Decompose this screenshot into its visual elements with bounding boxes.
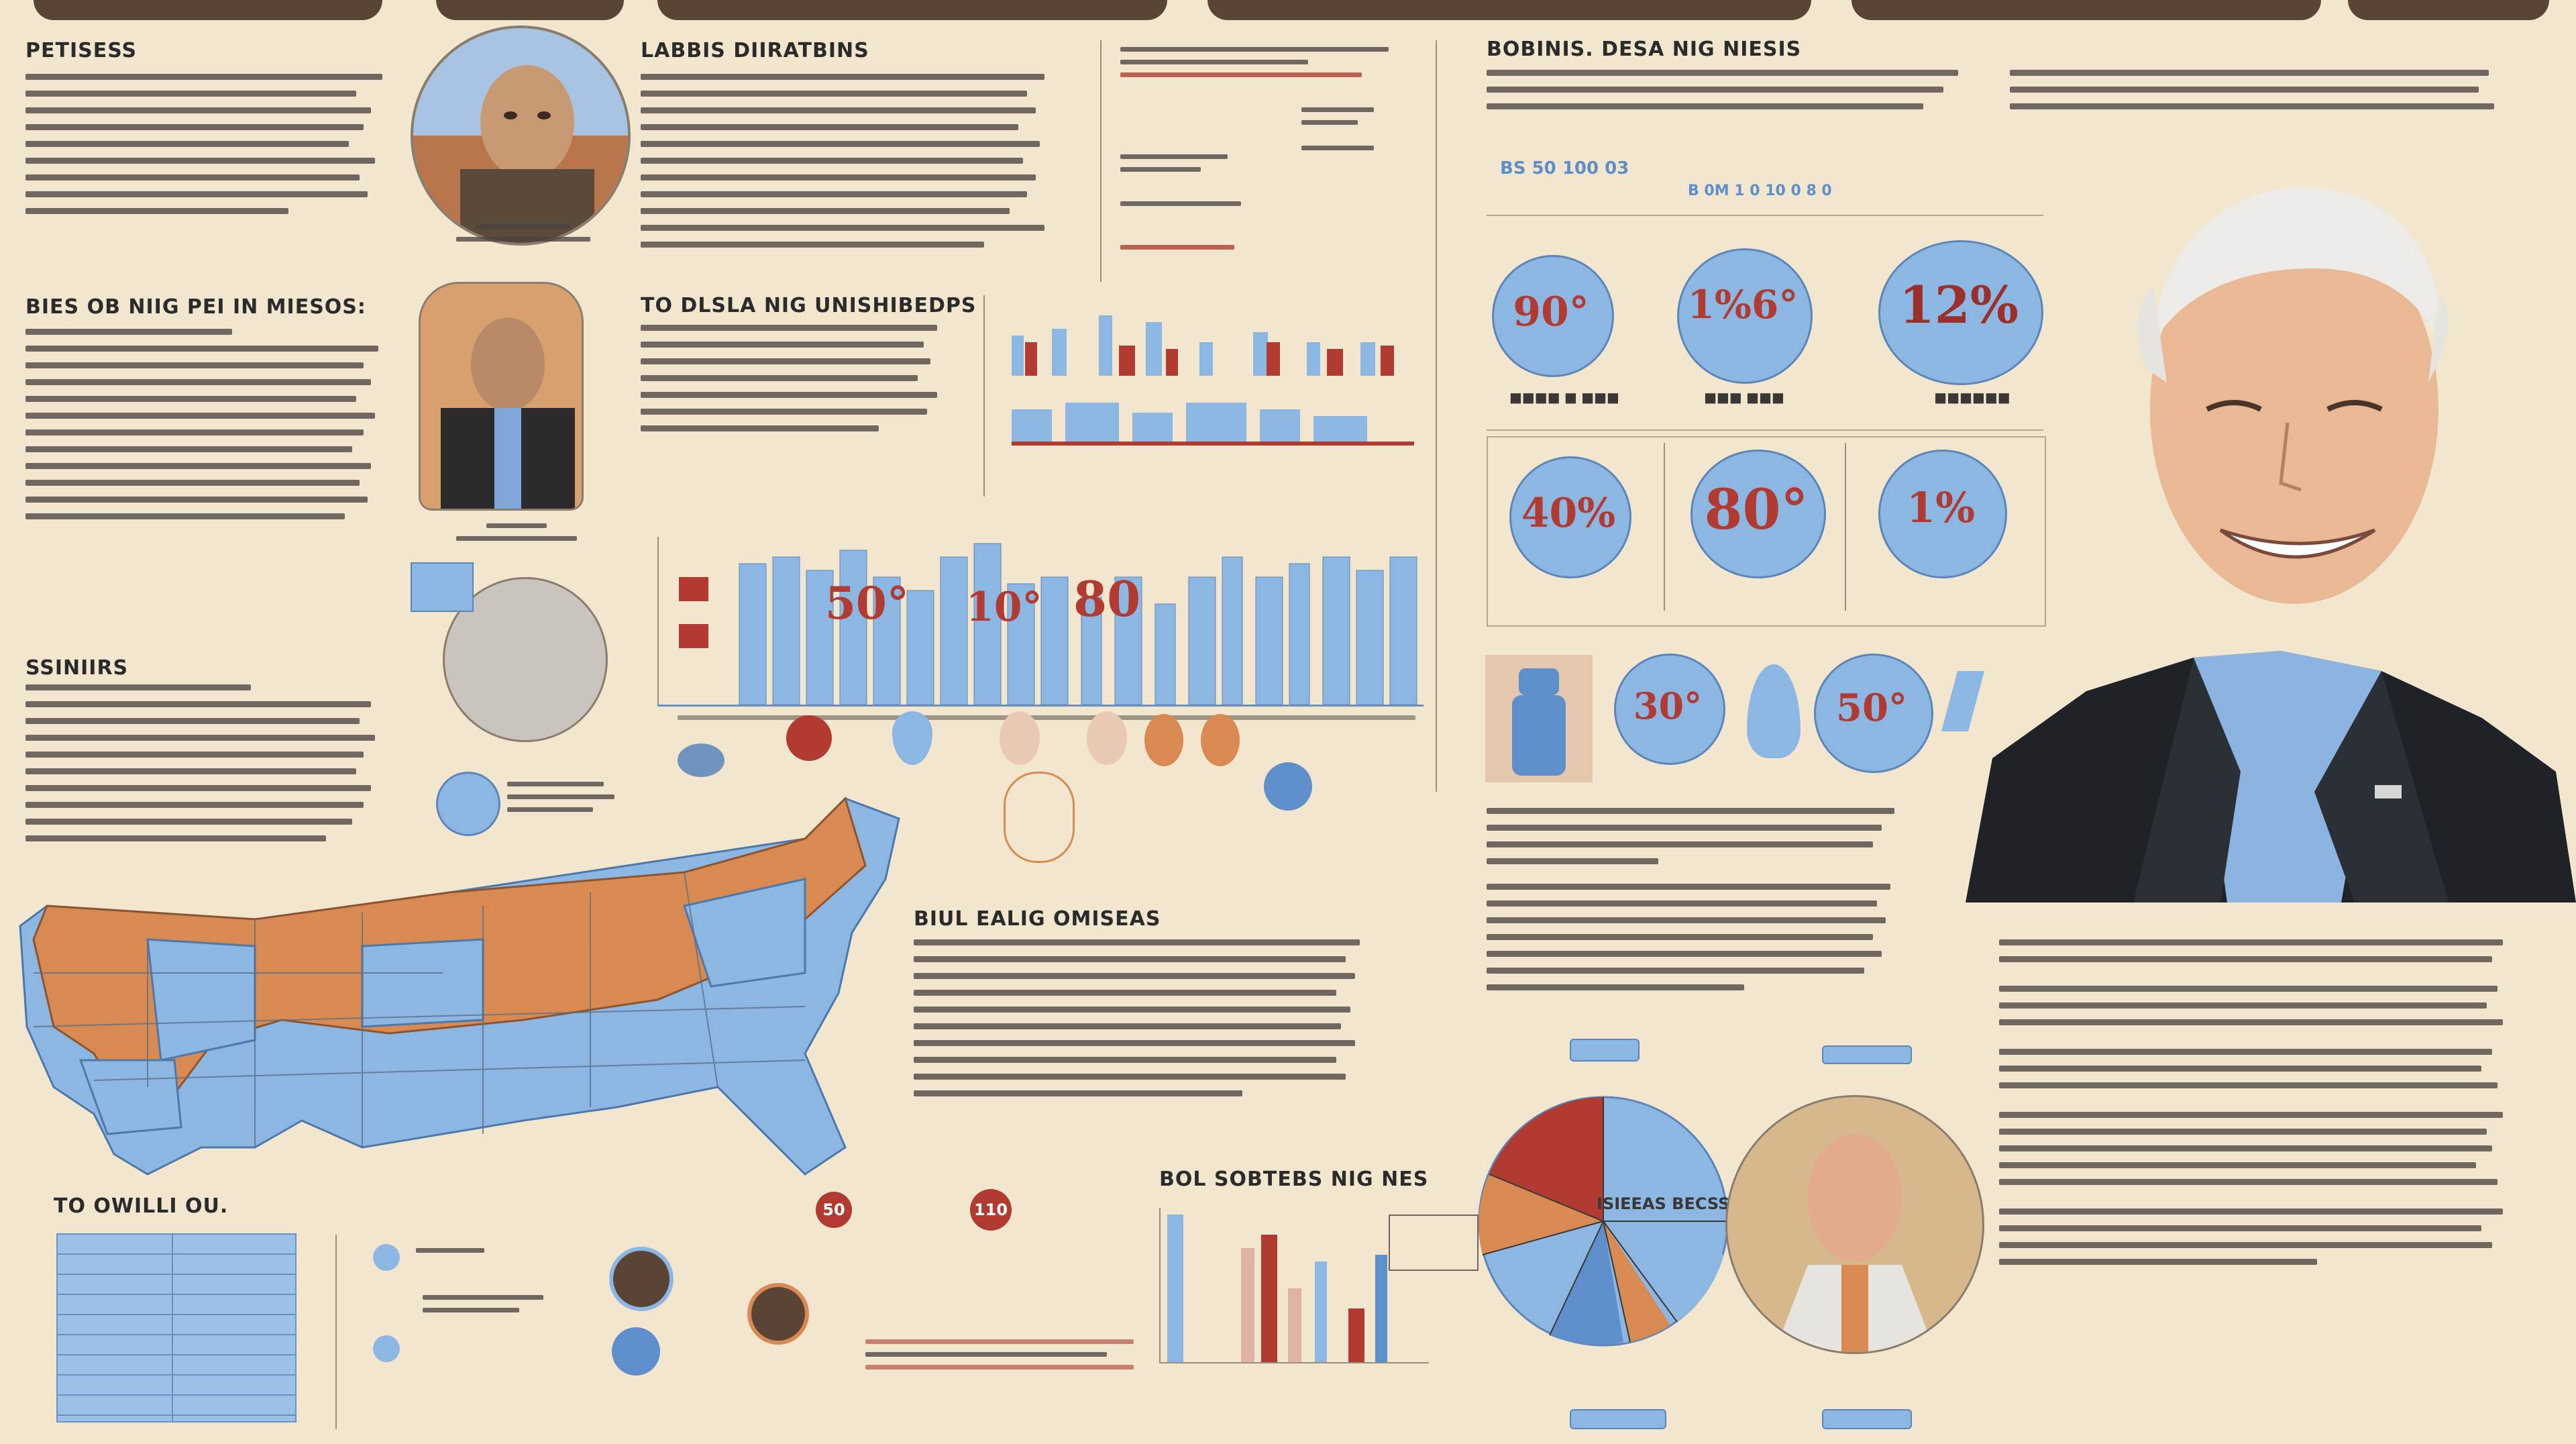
blue-medallion [612, 1327, 660, 1376]
stat-bubble-left [436, 772, 500, 836]
table-caption-2 [423, 1295, 543, 1321]
stat-bubble-8 [1814, 654, 1933, 773]
dark-medallion-2 [747, 1283, 809, 1345]
title-banner-2 [436, 0, 624, 20]
mini-bar-chart [983, 295, 1441, 497]
section-heading-lower-left: SSINIIRS [25, 656, 129, 680]
stat-bubble-5 [1690, 450, 1826, 578]
section-heading-bottom-left: TO OWILLI OU. [54, 1194, 229, 1218]
stat-value-3: 12% [1899, 275, 2019, 335]
stat-label-2: ■■■ ■■■ [1704, 389, 1784, 405]
portrait-medallion-1 [411, 25, 631, 246]
section-heading-top-center: LABBIS DIIRATBINS [641, 39, 869, 62]
bottle-icon [1485, 655, 1593, 782]
pie-callout-box [1389, 1215, 1479, 1271]
icon-blue-circle [1264, 762, 1312, 811]
table-dot-1 [373, 1244, 400, 1271]
pie-label-pill-2 [1822, 1045, 1912, 1064]
stat-bubble-7 [1614, 654, 1725, 765]
section-heading-top-right: BOBINIS. DESA NIG NIESIS [1487, 38, 1802, 61]
caption-medallion-1 [456, 224, 590, 250]
stat-label-3: ■■■■■■ [1934, 389, 2010, 405]
balloon-icon-4 [1144, 714, 1183, 766]
caption-bubble-left [507, 782, 614, 820]
section-heading-top-left: PETISESS [25, 39, 138, 62]
stat-bubble-4 [1509, 456, 1631, 578]
column-icon [411, 562, 474, 612]
bottom-bar-chart [1159, 1208, 1429, 1363]
legend-item-4 [1301, 107, 1382, 158]
stat-bubble-6 [1878, 450, 2007, 578]
stat-captions-bottom [865, 1339, 1134, 1378]
balloon-icon-2 [1000, 711, 1040, 765]
center-stat-b: 10° [966, 584, 1042, 631]
center-stat-a: 50° [825, 577, 909, 629]
stat-label-1: ■■■■ ■ ■■■ [1509, 389, 1619, 405]
text-block-center-mid [641, 325, 963, 442]
pie-caption: ISIEEAS BECSSS [1597, 1194, 1741, 1213]
stat-bubble-1 [1492, 255, 1614, 377]
title-banner-6 [2348, 0, 2549, 20]
table-dot-2 [373, 1335, 400, 1362]
stat-grid-row-2 [1487, 436, 2046, 627]
stat-value-6: 1% [1906, 483, 1976, 532]
chart-axis-labels [678, 715, 1415, 728]
stat-bubble-3 [1878, 240, 2043, 385]
stat-value-1: 90° [1513, 289, 1589, 336]
center-stat-c: 80 [1073, 570, 1141, 627]
legend-item-3 [1120, 245, 1254, 258]
section-heading-center-low: BIUL EALIG OMISEAS [914, 907, 1161, 931]
legend-block-top [1120, 47, 1389, 85]
stat-value-2: 1%6° [1687, 282, 1799, 327]
section-heading-center-mid: TO DLSLA NIG UNISHIBEDPS [641, 294, 977, 317]
title-banner-5 [1851, 0, 2321, 20]
pie-label-pill-3 [1570, 1409, 1666, 1429]
pie-label-pill-1 [1570, 1039, 1640, 1062]
portrait-frame-2 [419, 282, 584, 511]
text-block-top-center [641, 74, 1070, 258]
dark-medallion [609, 1247, 674, 1311]
text-block-top-right [1487, 70, 1983, 120]
red-stat-badge-a: 50 [816, 1192, 852, 1228]
table-caption-1 [416, 1248, 530, 1261]
title-banner-3 [657, 0, 1167, 20]
us-map [19, 796, 900, 1176]
title-banner-4 [1208, 0, 1811, 20]
text-block-mid-left [25, 329, 401, 530]
data-table [56, 1233, 297, 1423]
section-heading-mid-left: BIES OB NIIG PEI IN MIESOS: [25, 295, 366, 319]
icon-blue-oval [678, 743, 724, 777]
balloon-icon-1 [892, 711, 932, 765]
text-block-lower-left [25, 684, 401, 852]
balloon-icon-5 [1201, 714, 1240, 766]
capsule-outline [1004, 772, 1075, 863]
icon-red-circle [786, 715, 832, 761]
stat-bubble-2 [1677, 248, 1813, 384]
drop-icon [1747, 664, 1801, 758]
section-heading-bottom-center: BOL SOBTEBS NIG NES [1159, 1168, 1429, 1191]
title-banner-1 [34, 0, 382, 20]
legend-item-2 [1120, 201, 1254, 214]
text-block-top-far-right [2010, 70, 2520, 120]
pie-chart [1478, 1096, 1729, 1347]
text-block-right-lower [1999, 939, 2529, 1276]
text-block-center-low [914, 939, 1383, 1107]
stat-value-7: 30° [1633, 684, 1703, 727]
legend-item-1 [1120, 154, 1254, 180]
portrait-main [1966, 168, 2576, 902]
portrait-medallion-4 [1725, 1095, 1984, 1354]
balloon-icon-3 [1087, 711, 1127, 765]
text-block-top-left [25, 74, 401, 225]
text-block-right-mid [1487, 808, 1916, 1001]
stat-value-8: 50° [1836, 686, 1907, 730]
main-bar-chart [657, 537, 1424, 707]
stat-value-5: 80° [1704, 478, 1809, 542]
stat-value-4: 40% [1521, 490, 1616, 537]
red-stat-badge-b: 110 [970, 1189, 1012, 1231]
caption-frame-2 [456, 523, 577, 549]
pie-label-pill-4 [1822, 1409, 1912, 1429]
